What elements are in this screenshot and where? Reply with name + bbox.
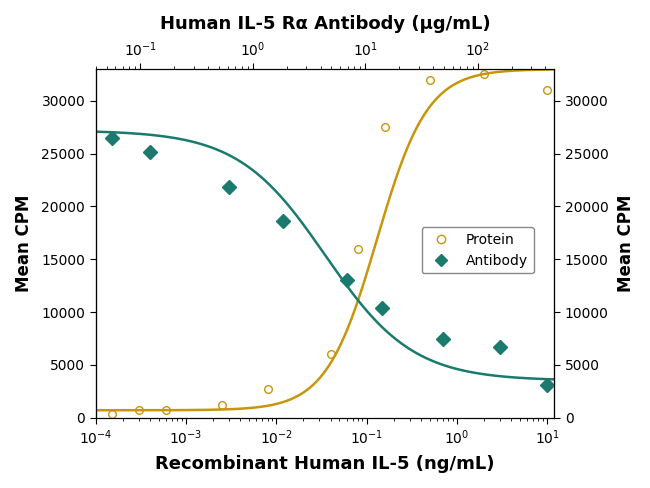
Y-axis label: Mean CPM: Mean CPM (617, 195, 635, 292)
Legend: Protein, Antibody: Protein, Antibody (422, 227, 534, 273)
Y-axis label: Mean CPM: Mean CPM (15, 195, 33, 292)
X-axis label: Human IL-5 Rα Antibody (μg/mL): Human IL-5 Rα Antibody (μg/mL) (160, 15, 490, 33)
X-axis label: Recombinant Human IL-5 (ng/mL): Recombinant Human IL-5 (ng/mL) (155, 455, 495, 473)
